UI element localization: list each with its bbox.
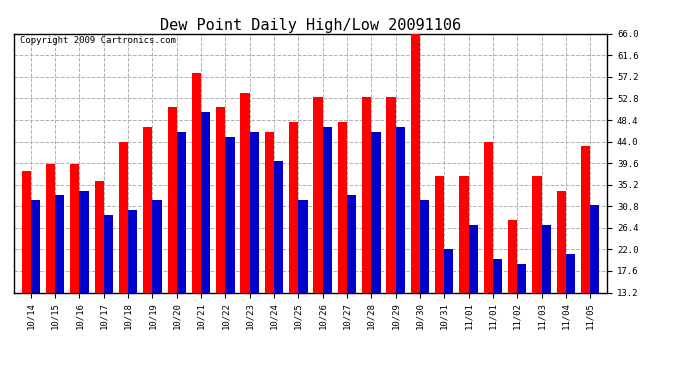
Bar [557, 190, 566, 357]
Bar [313, 98, 323, 357]
Bar [119, 142, 128, 357]
Bar [274, 161, 284, 357]
Bar [104, 215, 113, 357]
Bar [435, 176, 444, 357]
Bar [590, 205, 600, 357]
Bar [79, 190, 89, 357]
Bar [265, 132, 274, 357]
Bar [420, 200, 429, 357]
Bar [298, 200, 308, 357]
Bar [31, 200, 40, 357]
Bar [411, 34, 420, 357]
Bar [95, 181, 103, 357]
Bar [542, 225, 551, 357]
Title: Dew Point Daily High/Low 20091106: Dew Point Daily High/Low 20091106 [160, 18, 461, 33]
Bar [168, 107, 177, 357]
Text: Copyright 2009 Cartronics.com: Copyright 2009 Cartronics.com [20, 36, 176, 45]
Bar [144, 127, 152, 357]
Bar [46, 164, 55, 357]
Bar [518, 264, 526, 357]
Bar [192, 73, 201, 357]
Bar [362, 98, 371, 357]
Bar [532, 176, 542, 357]
Bar [371, 132, 381, 357]
Bar [201, 112, 210, 357]
Bar [386, 98, 395, 357]
Bar [216, 107, 226, 357]
Bar [581, 147, 590, 357]
Bar [493, 259, 502, 357]
Bar [250, 132, 259, 357]
Bar [55, 195, 64, 357]
Bar [128, 210, 137, 357]
Bar [70, 164, 79, 357]
Bar [177, 132, 186, 357]
Bar [460, 176, 469, 357]
Bar [21, 171, 31, 357]
Bar [444, 249, 453, 357]
Bar [566, 254, 575, 357]
Bar [240, 93, 250, 357]
Bar [484, 142, 493, 357]
Bar [347, 195, 356, 357]
Bar [152, 200, 161, 357]
Bar [337, 122, 347, 357]
Bar [323, 127, 332, 357]
Bar [469, 225, 477, 357]
Bar [289, 122, 298, 357]
Bar [508, 220, 518, 357]
Bar [226, 136, 235, 357]
Bar [395, 127, 405, 357]
